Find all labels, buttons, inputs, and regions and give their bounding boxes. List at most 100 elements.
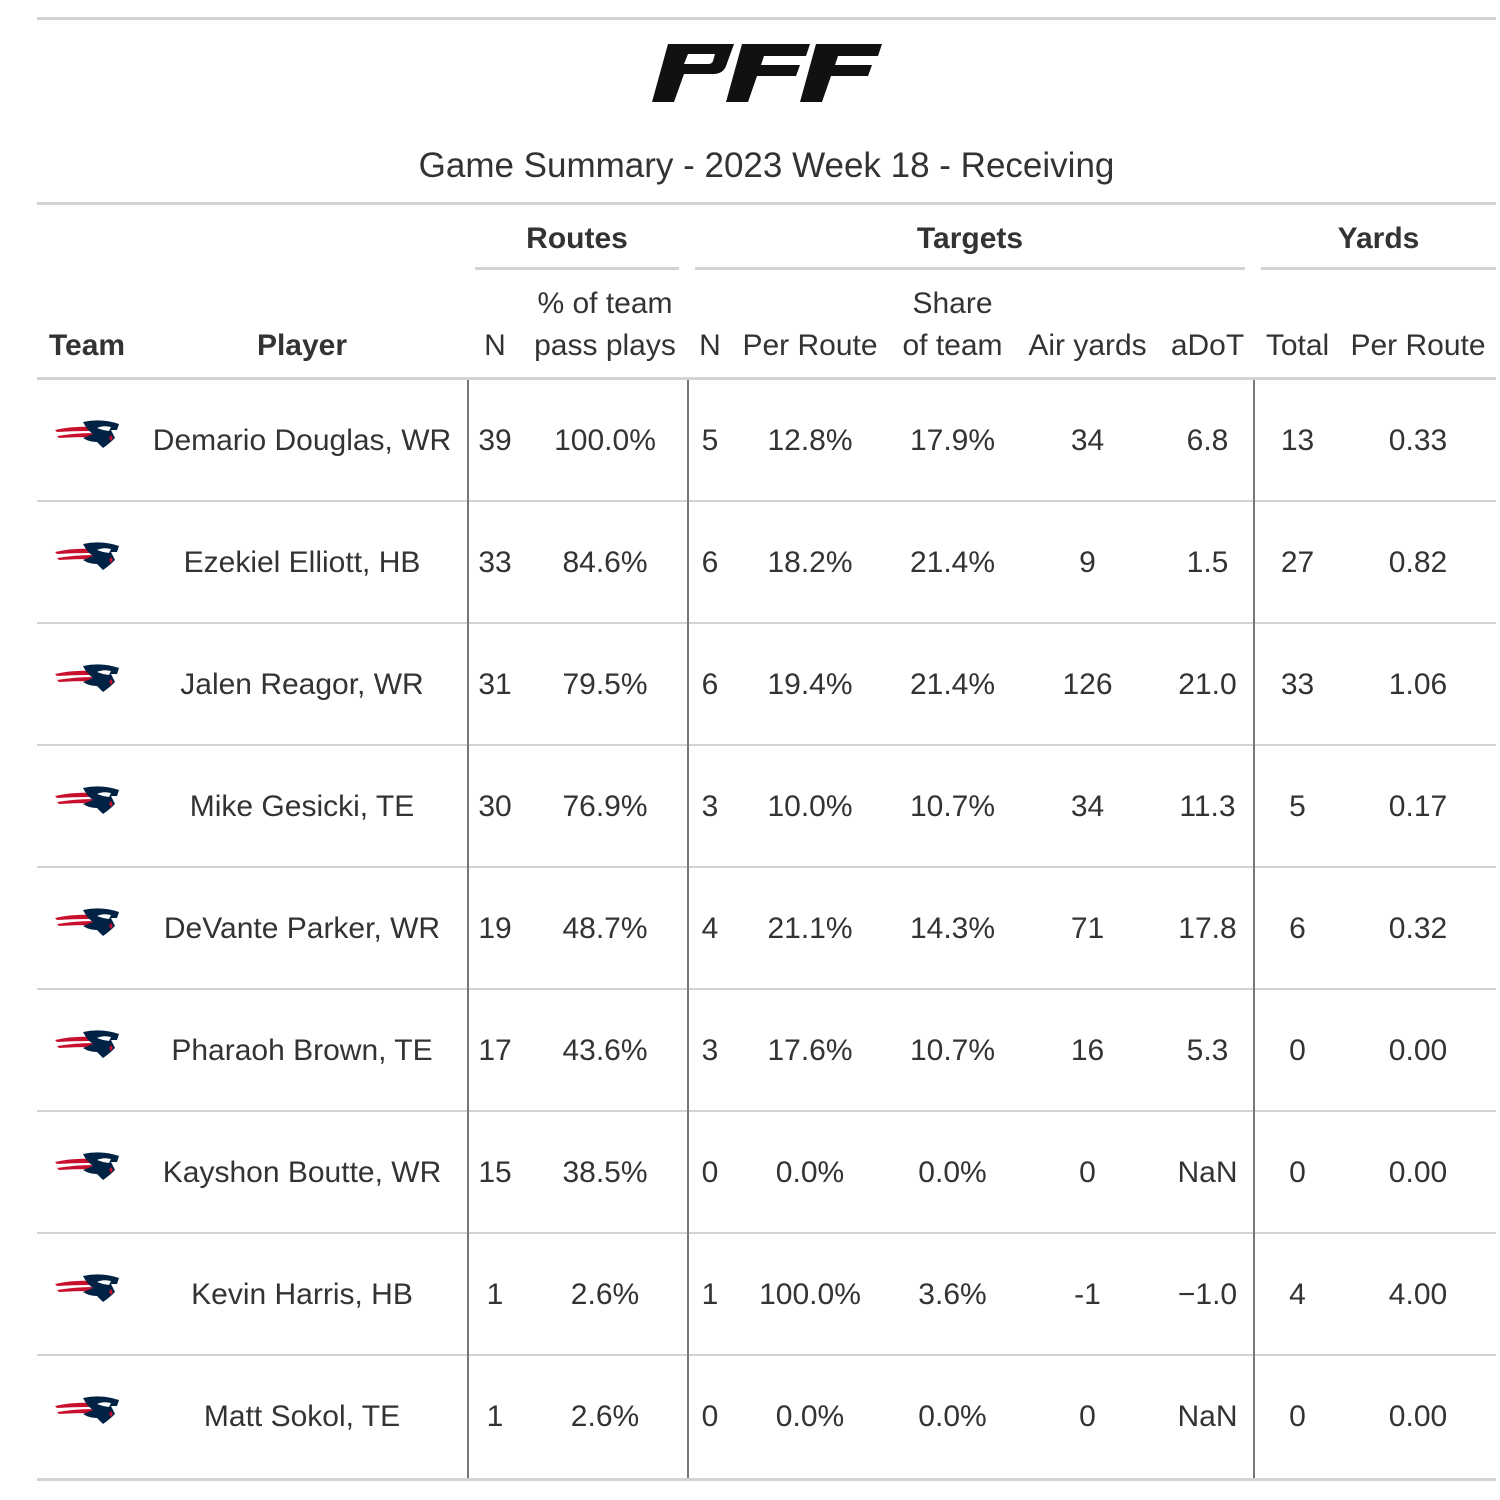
col-header-share-line2: of team bbox=[902, 329, 1003, 362]
row-separator bbox=[37, 1232, 1496, 1234]
cell-targets-n: 0 bbox=[701, 1156, 719, 1189]
cell-targets-n: 5 bbox=[701, 424, 719, 457]
col-header-routes-pct-line2: pass plays bbox=[534, 329, 676, 362]
cell-yards-total: 33 bbox=[1280, 668, 1315, 701]
cell-adot: 21.0 bbox=[1178, 668, 1237, 701]
col-header-routes-pct: % of team pass plays bbox=[520, 283, 690, 373]
row-separator bbox=[37, 744, 1496, 746]
cell-yards-total: 5 bbox=[1289, 790, 1306, 823]
spanner-routes: Routes bbox=[475, 220, 679, 270]
cell-yards-per-route: 1.06 bbox=[1388, 668, 1448, 701]
cell-air-yards: 71 bbox=[1070, 912, 1105, 945]
patriots-logo-icon bbox=[53, 782, 123, 822]
row-separator bbox=[37, 622, 1496, 624]
patriots-logo-icon bbox=[53, 1270, 123, 1310]
table-row: Pharaoh Brown, TE 17 43.6% 3 17.6% 10.7%… bbox=[37, 990, 1496, 1112]
col-header-targets-n: N bbox=[699, 329, 721, 362]
table-row: Ezekiel Elliott, HB 33 84.6% 6 18.2% 21.… bbox=[37, 502, 1496, 624]
cell-targets-per-route: 19.4% bbox=[767, 668, 853, 701]
col-header-yards-per-route: Per Route bbox=[1350, 329, 1486, 362]
cell-air-yards: -1 bbox=[1074, 1278, 1101, 1311]
cell-yards-total: 0 bbox=[1289, 1156, 1306, 1189]
cell-targets-n: 1 bbox=[701, 1278, 719, 1311]
cell-player: Mike Gesicki, TE bbox=[189, 790, 415, 823]
title-rule bbox=[37, 202, 1496, 205]
col-header-yards-total: Total bbox=[1265, 329, 1330, 362]
row-separator bbox=[37, 1354, 1496, 1356]
spanner-yards: Yards bbox=[1261, 220, 1496, 270]
cell-share: 0.0% bbox=[918, 1400, 987, 1433]
spanner-targets: Targets bbox=[695, 220, 1245, 270]
cell-air-yards: 126 bbox=[1062, 668, 1113, 701]
cell-air-yards: 0 bbox=[1079, 1400, 1096, 1433]
cell-yards-total: 13 bbox=[1280, 424, 1315, 457]
cell-targets-per-route: 0.0% bbox=[775, 1156, 845, 1189]
cell-share: 10.7% bbox=[909, 790, 996, 823]
table-row: Kayshon Boutte, WR 15 38.5% 0 0.0% 0.0% … bbox=[37, 1112, 1496, 1234]
cell-routes-n: 30 bbox=[478, 790, 512, 823]
col-header-adot: aDoT bbox=[1170, 329, 1245, 362]
cell-targets-n: 0 bbox=[701, 1400, 719, 1433]
header-rule bbox=[37, 377, 1496, 380]
cell-share: 0.0% bbox=[918, 1156, 987, 1189]
divider-routes bbox=[467, 380, 469, 1478]
cell-routes-pct: 2.6% bbox=[570, 1278, 640, 1311]
col-header-targets-per-route: Per Route bbox=[742, 329, 878, 362]
cell-routes-n: 15 bbox=[478, 1156, 512, 1189]
patriots-logo-icon bbox=[53, 904, 123, 944]
cell-targets-per-route: 10.0% bbox=[767, 790, 853, 823]
cell-air-yards: 34 bbox=[1070, 424, 1105, 457]
cell-share: 14.3% bbox=[909, 912, 996, 945]
col-header-air-yards: Air yards bbox=[1028, 329, 1147, 362]
col-header-team: Team bbox=[48, 329, 126, 362]
cell-share: 3.6% bbox=[918, 1278, 987, 1311]
table-row: Mike Gesicki, TE 30 76.9% 3 10.0% 10.7% … bbox=[37, 746, 1496, 868]
cell-routes-n: 19 bbox=[478, 912, 512, 945]
cell-targets-n: 4 bbox=[701, 912, 719, 945]
cell-routes-pct: 100.0% bbox=[554, 424, 656, 457]
cell-air-yards: 34 bbox=[1070, 790, 1105, 823]
cell-air-yards: 9 bbox=[1079, 546, 1096, 579]
table-row: Demario Douglas, WR 39 100.0% 5 12.8% 17… bbox=[37, 380, 1496, 502]
cell-targets-per-route: 100.0% bbox=[759, 1278, 861, 1311]
row-separator bbox=[37, 500, 1496, 502]
cell-yards-per-route: 0.32 bbox=[1388, 912, 1448, 945]
cell-share: 21.4% bbox=[909, 546, 996, 579]
cell-adot: 11.3 bbox=[1179, 790, 1236, 823]
cell-player: Pharaoh Brown, TE bbox=[171, 1034, 433, 1067]
col-header-share: Share of team bbox=[890, 283, 1015, 373]
cell-targets-n: 6 bbox=[701, 546, 719, 579]
cell-yards-total: 0 bbox=[1289, 1400, 1306, 1433]
cell-player: Kayshon Boutte, WR bbox=[162, 1156, 442, 1189]
cell-routes-pct: 79.5% bbox=[562, 668, 648, 701]
cell-targets-per-route: 12.8% bbox=[767, 424, 853, 457]
cell-targets-n: 3 bbox=[701, 790, 719, 823]
top-rule bbox=[37, 17, 1496, 20]
cell-adot: NaN bbox=[1177, 1400, 1238, 1433]
cell-routes-pct: 2.6% bbox=[570, 1400, 640, 1433]
col-header-routes-n: N bbox=[484, 329, 506, 362]
cell-player: Demario Douglas, WR bbox=[152, 424, 452, 457]
patriots-logo-icon bbox=[53, 538, 123, 578]
divider-yards bbox=[1253, 380, 1255, 1478]
cell-routes-n: 31 bbox=[478, 668, 512, 701]
cell-share: 17.9% bbox=[909, 424, 996, 457]
cell-yards-total: 27 bbox=[1280, 546, 1315, 579]
cell-adot: 5.3 bbox=[1186, 1034, 1229, 1067]
patriots-logo-icon bbox=[53, 416, 123, 456]
patriots-logo-icon bbox=[53, 1148, 123, 1188]
cell-player: Ezekiel Elliott, HB bbox=[183, 546, 421, 579]
table-row: Jalen Reagor, WR 31 79.5% 6 19.4% 21.4% … bbox=[37, 624, 1496, 746]
bottom-rule bbox=[37, 1478, 1496, 1481]
cell-yards-per-route: 0.82 bbox=[1388, 546, 1448, 579]
cell-air-yards: 16 bbox=[1070, 1034, 1105, 1067]
cell-routes-n: 1 bbox=[486, 1278, 504, 1311]
row-separator bbox=[37, 866, 1496, 868]
cell-yards-per-route: 4.00 bbox=[1388, 1278, 1448, 1311]
cell-yards-total: 0 bbox=[1289, 1034, 1306, 1067]
cell-adot: NaN bbox=[1177, 1156, 1238, 1189]
cell-routes-n: 39 bbox=[478, 424, 512, 457]
table-subtitle: Game Summary - 2023 Week 18 - Receiving bbox=[418, 146, 1115, 185]
cell-air-yards: 0 bbox=[1079, 1156, 1096, 1189]
cell-adot: 1.5 bbox=[1186, 546, 1229, 579]
